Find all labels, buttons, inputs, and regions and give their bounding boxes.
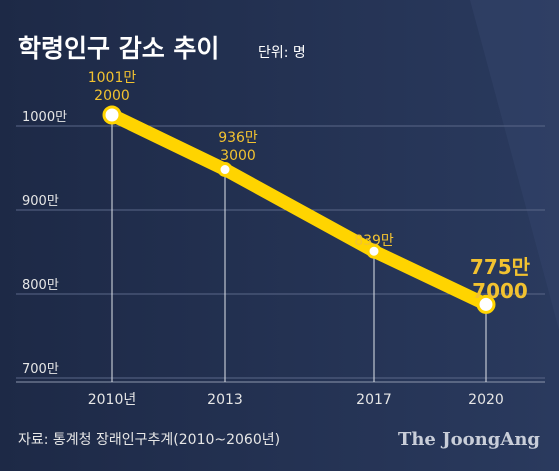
x-tick-label: 2013 xyxy=(207,392,243,408)
data-label: 1001만 2000 xyxy=(88,70,137,104)
chart-title: 학령인구 감소 추이 xyxy=(18,34,219,63)
grid xyxy=(16,125,545,383)
x-tick-label: 2020 xyxy=(468,392,504,408)
y-tick-label: 1000만 xyxy=(22,110,67,125)
series-line xyxy=(105,108,493,311)
data-point xyxy=(217,162,233,178)
y-tick-label: 800만 xyxy=(22,278,59,293)
data-label: 839만 xyxy=(354,233,394,249)
data-label: 775만 7000 xyxy=(470,255,531,303)
drop-lines xyxy=(111,114,487,382)
y-tick-labels: 1000만 900만 800만 700만 xyxy=(22,110,67,377)
data-labels: 1001만 2000 936만 3000 839만 775만 7000 xyxy=(88,70,531,303)
data-point xyxy=(366,243,382,259)
data-point xyxy=(476,294,496,314)
background-diagonal xyxy=(470,0,559,330)
source-note: 자료: 통계청 장래인구추계(2010~2060년) xyxy=(18,432,280,448)
x-tick-label: 2010년 xyxy=(88,392,137,408)
x-tick-labels: 2010년 2013 2017 2020 xyxy=(88,392,504,408)
data-point xyxy=(102,105,122,125)
x-tick-label: 2017 xyxy=(356,392,392,408)
data-points xyxy=(102,105,496,314)
unit-label: 단위: 명 xyxy=(258,45,306,61)
series-line-layer xyxy=(105,108,493,311)
y-tick-label: 900만 xyxy=(22,194,59,209)
data-label: 936만 3000 xyxy=(218,130,258,164)
publisher-logo: The JoongAng xyxy=(398,429,540,450)
y-tick-label: 700만 xyxy=(22,362,59,377)
